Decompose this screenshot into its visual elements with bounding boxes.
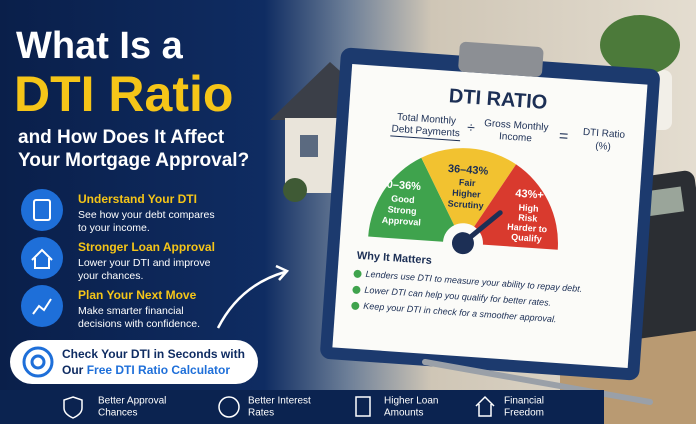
gauge-range: 0–36% — [386, 179, 421, 193]
fraction-line — [390, 135, 461, 142]
chart-icon — [32, 298, 52, 315]
cta-highlight: Free DTI Ratio Calculator — [87, 363, 231, 377]
feature-title: Stronger Loan Approval — [78, 240, 215, 254]
benefit-text: Chances — [98, 408, 137, 419]
benefit-text: Financial — [504, 396, 544, 407]
cta-pill[interactable] — [10, 340, 258, 384]
document-icon — [355, 396, 371, 417]
why-title: Why It Matters — [356, 250, 432, 267]
subtitle: and How Does It Affect — [18, 127, 225, 148]
target-icon — [22, 346, 54, 378]
cta[interactable]: Check Your DTI in Seconds with Our Free … — [10, 340, 258, 384]
cta-prefix: Our — [62, 363, 84, 377]
title-line: What Is a — [16, 25, 184, 67]
formula-numerator: Total Monthly — [397, 112, 457, 127]
gauge-label: Higher — [452, 188, 482, 200]
check-icon — [353, 269, 362, 278]
gauge-label: Approval — [382, 215, 422, 228]
clipboard: DTI RATIO Total Monthly Debt Payments ÷ … — [320, 41, 660, 381]
gauge-range: 43%+ — [515, 188, 544, 202]
feature-title: Understand Your DTI — [78, 192, 197, 206]
gauge-range: 36–43% — [448, 163, 489, 178]
feature-desc: your chances. — [78, 270, 143, 282]
gauge-label: Risk — [518, 212, 539, 223]
formula-denominator: Income — [499, 131, 533, 144]
arrow-head — [275, 264, 290, 281]
feature-icon — [21, 189, 63, 231]
subtitle: Your Mortgage Approval? — [18, 150, 249, 171]
percent-icon — [218, 396, 240, 418]
arrow — [216, 270, 286, 329]
gauge-label: High — [518, 202, 539, 213]
check-icon — [351, 301, 360, 310]
feature-desc: Make smarter financial — [78, 305, 184, 317]
feature-title: Plan Your Next Move — [78, 288, 197, 302]
cta-text: Our Free DTI Ratio Calculator — [62, 363, 230, 377]
pen — [422, 359, 653, 405]
gauge-green — [368, 157, 455, 242]
feature-icon — [21, 285, 63, 327]
target-icon — [30, 354, 46, 370]
formula-result: DTI Ratio — [582, 127, 625, 141]
benefit-text: Freedom — [504, 408, 544, 419]
cta-text: Check Your DTI in Seconds with — [62, 347, 245, 361]
gauge-label: Strong — [387, 204, 417, 216]
benefit-text: Higher Loan — [384, 396, 438, 407]
clip — [458, 41, 544, 77]
formula-denominator: Gross Monthly — [484, 118, 549, 133]
formula-result: (%) — [595, 141, 611, 153]
formula-operator: ÷ — [467, 119, 476, 136]
gauge-label: Qualify — [511, 232, 542, 244]
gauge-label: Fair — [459, 177, 477, 188]
gauge-red — [474, 164, 558, 250]
benefit-text: Amounts — [384, 408, 423, 419]
shield-icon — [63, 396, 83, 419]
check-icon — [352, 285, 361, 294]
feature-icon — [21, 237, 63, 279]
feature-desc: See how your debt compares — [78, 209, 215, 221]
feature-desc: to your income. — [78, 222, 150, 234]
title-highlight: DTI Ratio — [14, 66, 233, 122]
benefits-bar — [0, 390, 604, 424]
benefit-text: Better Approval — [98, 396, 166, 407]
gauge-hub — [451, 232, 474, 255]
home-icon — [475, 395, 495, 417]
gauge-label: Good — [391, 193, 415, 205]
feature-desc: decisions with confidence. — [78, 318, 200, 330]
gauge-label: Scrutiny — [447, 198, 484, 210]
benefit-text: Rates — [248, 408, 274, 419]
calculator-icon — [33, 199, 51, 221]
feature-desc: Lower your DTI and improve — [78, 257, 211, 269]
formula-equals: = — [558, 128, 569, 146]
gauge-yellow — [421, 148, 517, 227]
house-icon — [31, 248, 53, 269]
formula-numerator: Debt Payments — [391, 124, 460, 140]
gauge-label: Harder to — [507, 222, 548, 235]
benefit-text: Better Interest — [248, 396, 311, 407]
